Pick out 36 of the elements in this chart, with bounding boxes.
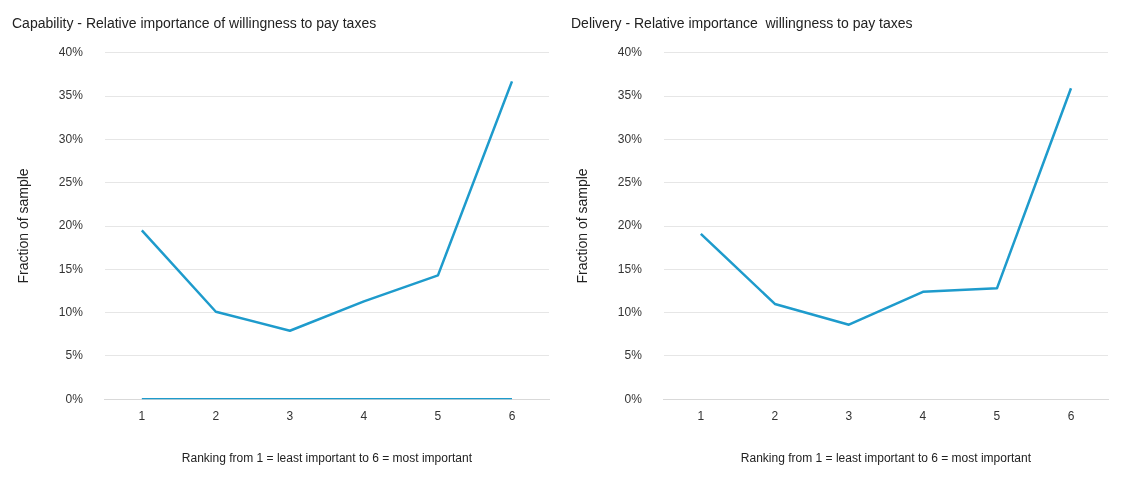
x-tick-label: 3 [845,408,853,423]
x-tick-label: 1 [697,408,705,423]
x-tick-label: 4 [360,408,368,423]
chart-title: Delivery - Relative importance willingness to pay taxes [571,15,913,32]
chart-title: Capability - Relative importance of willingness to pay taxes [12,15,377,32]
x-axis-title: Ranking from 1 = least important to 6 = most important [181,451,473,466]
y-tick-label: 40% [617,45,643,60]
x-tick-label: 6 [1067,408,1075,423]
y-tick-label: 10% [58,304,84,319]
y-tick-label: 5% [624,348,643,363]
y-tick-label: 20% [617,218,643,233]
y-tick-label: 20% [58,218,84,233]
y-tick-label: 15% [617,261,643,276]
x-tick-label: 3 [286,408,294,423]
x-tick-label: 5 [434,408,442,423]
x-tick-label: 2 [771,408,779,423]
y-tick-label: 40% [58,45,84,60]
y-axis-title: Fraction of sample [574,168,591,284]
y-tick-label: 0% [624,391,643,406]
x-tick-label: 1 [138,408,146,423]
x-tick-label: 2 [212,408,220,423]
x-tick-label: 4 [919,408,927,423]
y-tick-label: 5% [65,348,84,363]
y-axis-title: Fraction of sample [15,168,32,284]
y-tick-label: 35% [58,88,84,103]
y-tick-label: 10% [617,304,643,319]
x-axis-title: Ranking from 1 = least important to 6 = most important [740,451,1032,466]
y-tick-label: 30% [617,131,643,146]
y-tick-label: 0% [65,391,84,406]
y-tick-label: 15% [58,261,84,276]
y-tick-label: 30% [58,131,84,146]
y-tick-label: 25% [58,175,84,190]
y-tick-label: 35% [617,88,643,103]
y-tick-label: 25% [617,175,643,190]
x-tick-label: 6 [508,408,516,423]
x-tick-label: 5 [993,408,1001,423]
